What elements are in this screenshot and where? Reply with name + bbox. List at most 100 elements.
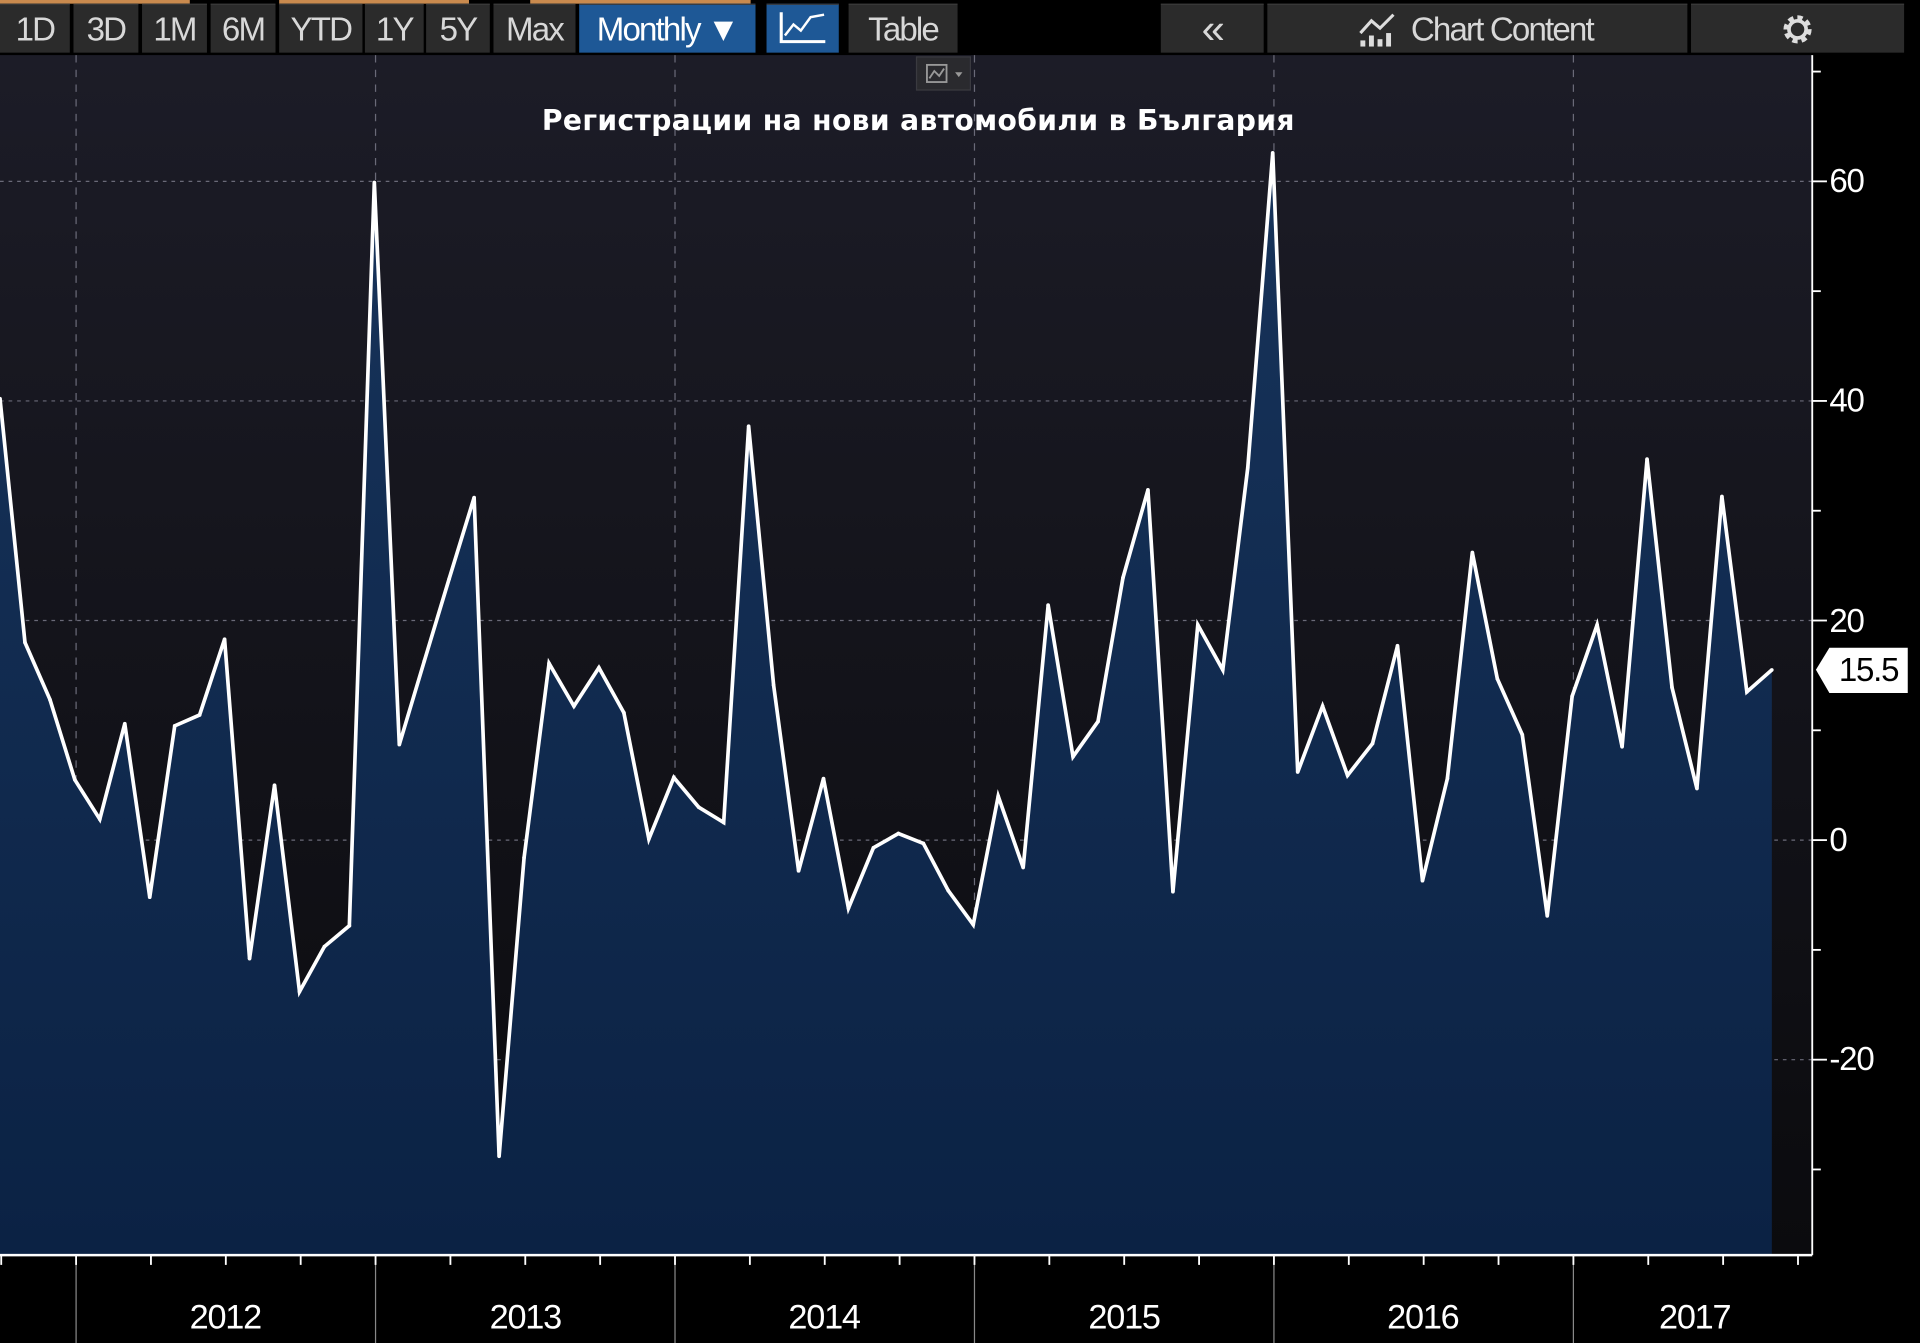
range-5y-button[interactable]: 5Y xyxy=(426,3,490,53)
data-point xyxy=(746,424,751,429)
table-button[interactable]: Table xyxy=(848,3,958,53)
data-point xyxy=(547,661,551,666)
collapse-button[interactable]: « xyxy=(1160,3,1264,53)
last-value-label: 15.5 xyxy=(1838,651,1900,689)
y-tick-label: 40 xyxy=(1829,382,1865,419)
range-3d-button[interactable]: 3D xyxy=(73,3,139,53)
data-point xyxy=(721,820,726,825)
data-point xyxy=(322,944,327,949)
chart-type-mini-dropdown[interactable] xyxy=(915,56,972,91)
x-tick-label: 2013 xyxy=(489,1297,563,1336)
x-tick-label: 2016 xyxy=(1387,1297,1460,1336)
data-point xyxy=(622,710,626,715)
data-point xyxy=(23,640,27,645)
data-point xyxy=(846,906,851,911)
data-point xyxy=(1196,623,1200,627)
range-1y-button[interactable]: 1Y xyxy=(364,3,424,53)
data-point xyxy=(347,923,352,928)
data-point xyxy=(222,637,227,642)
data-point xyxy=(522,855,526,860)
range-indicator xyxy=(279,0,469,4)
x-tick-label: 2017 xyxy=(1658,1297,1732,1336)
chart-content-icon xyxy=(1359,13,1395,47)
y-tick-label: 60 xyxy=(1829,162,1865,200)
line-chart-button[interactable] xyxy=(766,3,839,53)
data-point xyxy=(1495,676,1500,681)
data-point xyxy=(1270,150,1275,155)
data-point xyxy=(1021,865,1025,870)
data-point xyxy=(48,697,52,702)
settings-button[interactable] xyxy=(1691,3,1905,53)
y-tick-label: -20 xyxy=(1829,1040,1874,1078)
data-point xyxy=(1545,914,1550,918)
range-1d-button[interactable]: 1D xyxy=(0,3,70,53)
y-tick-label: 20 xyxy=(1829,602,1865,640)
data-point xyxy=(397,742,402,747)
data-point xyxy=(821,776,826,781)
data-point xyxy=(671,775,676,780)
chart-title: Регистрации на нови автомобили в Българи… xyxy=(541,105,1295,138)
last-value-tag xyxy=(1815,647,1908,694)
data-point xyxy=(971,922,976,927)
data-point xyxy=(422,659,427,663)
frequency-dropdown[interactable]: Monthly ▼ xyxy=(579,3,756,53)
data-point xyxy=(97,817,102,822)
data-point xyxy=(1645,457,1649,461)
data-point xyxy=(871,845,876,850)
data-point xyxy=(1595,623,1599,627)
series-area-fill xyxy=(0,152,1772,1256)
data-point xyxy=(0,396,2,401)
data-point xyxy=(1445,776,1450,781)
data-point xyxy=(696,805,701,809)
data-point xyxy=(771,683,776,688)
chart-content-button[interactable]: Chart Content xyxy=(1267,3,1688,53)
data-point xyxy=(1046,603,1050,607)
gear-icon xyxy=(1783,15,1812,44)
data-point xyxy=(197,713,202,717)
data-point xyxy=(247,956,252,961)
data-point xyxy=(1695,786,1699,791)
mini-line-chart-icon xyxy=(926,63,963,83)
line-chart-icon xyxy=(779,12,826,44)
data-point xyxy=(497,1154,501,1159)
data-point xyxy=(1220,668,1225,672)
data-point xyxy=(572,704,576,708)
data-point xyxy=(1470,550,1475,555)
data-point xyxy=(1071,754,1075,759)
data-point xyxy=(1146,488,1150,492)
data-point xyxy=(272,783,277,788)
data-point xyxy=(996,794,1001,799)
range-ytd-button[interactable]: YTD xyxy=(279,3,363,53)
data-point xyxy=(946,888,951,893)
data-point xyxy=(122,721,127,726)
x-tick-label: 2014 xyxy=(788,1297,861,1336)
range-indicator xyxy=(0,0,190,4)
data-point xyxy=(796,869,801,873)
chart-content-label: Chart Content xyxy=(1410,11,1595,48)
data-point xyxy=(597,665,601,670)
data-point xyxy=(1345,773,1350,778)
data-point xyxy=(1096,719,1100,724)
data-point xyxy=(1570,694,1575,699)
data-point xyxy=(1670,685,1674,690)
data-point xyxy=(1520,732,1525,737)
data-point xyxy=(73,777,77,782)
data-point xyxy=(1121,575,1125,580)
data-point xyxy=(646,837,651,841)
data-point xyxy=(1370,741,1375,746)
data-point xyxy=(172,724,177,728)
data-point xyxy=(1295,770,1300,774)
range-1m-button[interactable]: 1M xyxy=(142,3,207,53)
data-point xyxy=(1745,690,1749,694)
data-point xyxy=(1245,466,1250,470)
data-point xyxy=(447,576,452,581)
range-6m-button[interactable]: 6M xyxy=(210,3,276,53)
data-point xyxy=(921,841,926,846)
range-max-button[interactable]: Max xyxy=(493,3,576,53)
data-point xyxy=(472,495,476,500)
series-line xyxy=(0,152,1774,1157)
data-point xyxy=(1620,744,1624,749)
data-point xyxy=(1395,643,1400,648)
